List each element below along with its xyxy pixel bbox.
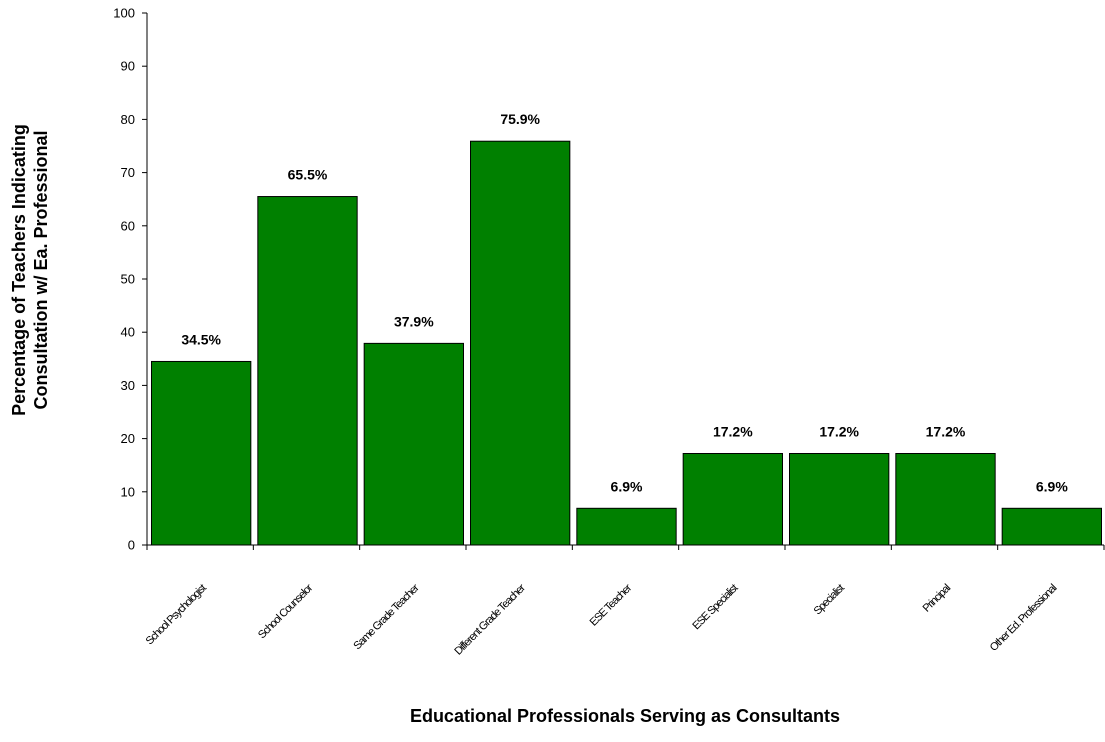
y-tick-label: 10	[121, 484, 135, 499]
data-label-1: 65.5%	[288, 167, 328, 183]
x-tick-label-0: School Psychologist	[144, 582, 209, 647]
x-tick-label-2: Same Grade Teacher	[351, 582, 421, 652]
y-tick-label: 70	[121, 165, 135, 180]
bar-0	[152, 361, 251, 545]
y-axis-title-line-2: Consultation w/ Ea. Professional	[30, 60, 52, 480]
bar-4	[577, 508, 676, 545]
bar-5	[683, 453, 782, 545]
bar-1	[258, 197, 357, 545]
bar-3	[471, 141, 570, 545]
y-axis-title-line-1: Percentage of Teachers Indicating	[8, 60, 30, 480]
y-tick-label: 50	[121, 272, 135, 287]
data-label-0: 34.5%	[181, 331, 221, 347]
data-label-8: 6.9%	[1036, 478, 1068, 494]
x-tick-label-5: ESE Specialist	[690, 582, 740, 632]
x-tick-label-6: Specialist	[812, 582, 847, 617]
y-tick-label: 80	[121, 112, 135, 127]
bar-2	[364, 343, 463, 545]
x-tick-label-3: Different Grade Teacher	[452, 582, 528, 658]
y-tick-label: 0	[128, 538, 135, 553]
x-tick-label-8: Other Ed. Professional	[988, 582, 1060, 654]
x-tick-label-1: School Counselor	[256, 582, 316, 642]
y-axis: 0 10 20 30 40 50 60 70 80 90 100	[113, 6, 147, 553]
y-tick-label: 100	[113, 6, 135, 21]
y-axis-title: Percentage of Teachers Indicating Consul…	[8, 60, 52, 480]
y-tick-label: 40	[121, 325, 135, 340]
data-label-6: 17.2%	[819, 423, 859, 439]
y-tick-label: 60	[121, 218, 135, 233]
y-tick-label: 90	[121, 59, 135, 74]
bar-8	[1002, 508, 1101, 545]
x-axis: School Psychologist School Counselor Same …	[144, 545, 1104, 658]
x-tick-label-4: ESE Teacher	[588, 582, 635, 629]
x-tick-label-7: Principal	[921, 582, 953, 614]
data-label-4: 6.9%	[611, 478, 643, 494]
data-label-2: 37.9%	[394, 313, 434, 329]
bar-7	[896, 453, 995, 545]
y-tick-label: 30	[121, 378, 135, 393]
y-tick-label: 20	[121, 431, 135, 446]
bar-6	[790, 453, 889, 545]
data-label-3: 75.9%	[500, 111, 540, 127]
data-label-5: 17.2%	[713, 423, 753, 439]
x-axis-title: Educational Professionals Serving as Con…	[145, 706, 1105, 727]
data-label-7: 17.2%	[926, 423, 966, 439]
